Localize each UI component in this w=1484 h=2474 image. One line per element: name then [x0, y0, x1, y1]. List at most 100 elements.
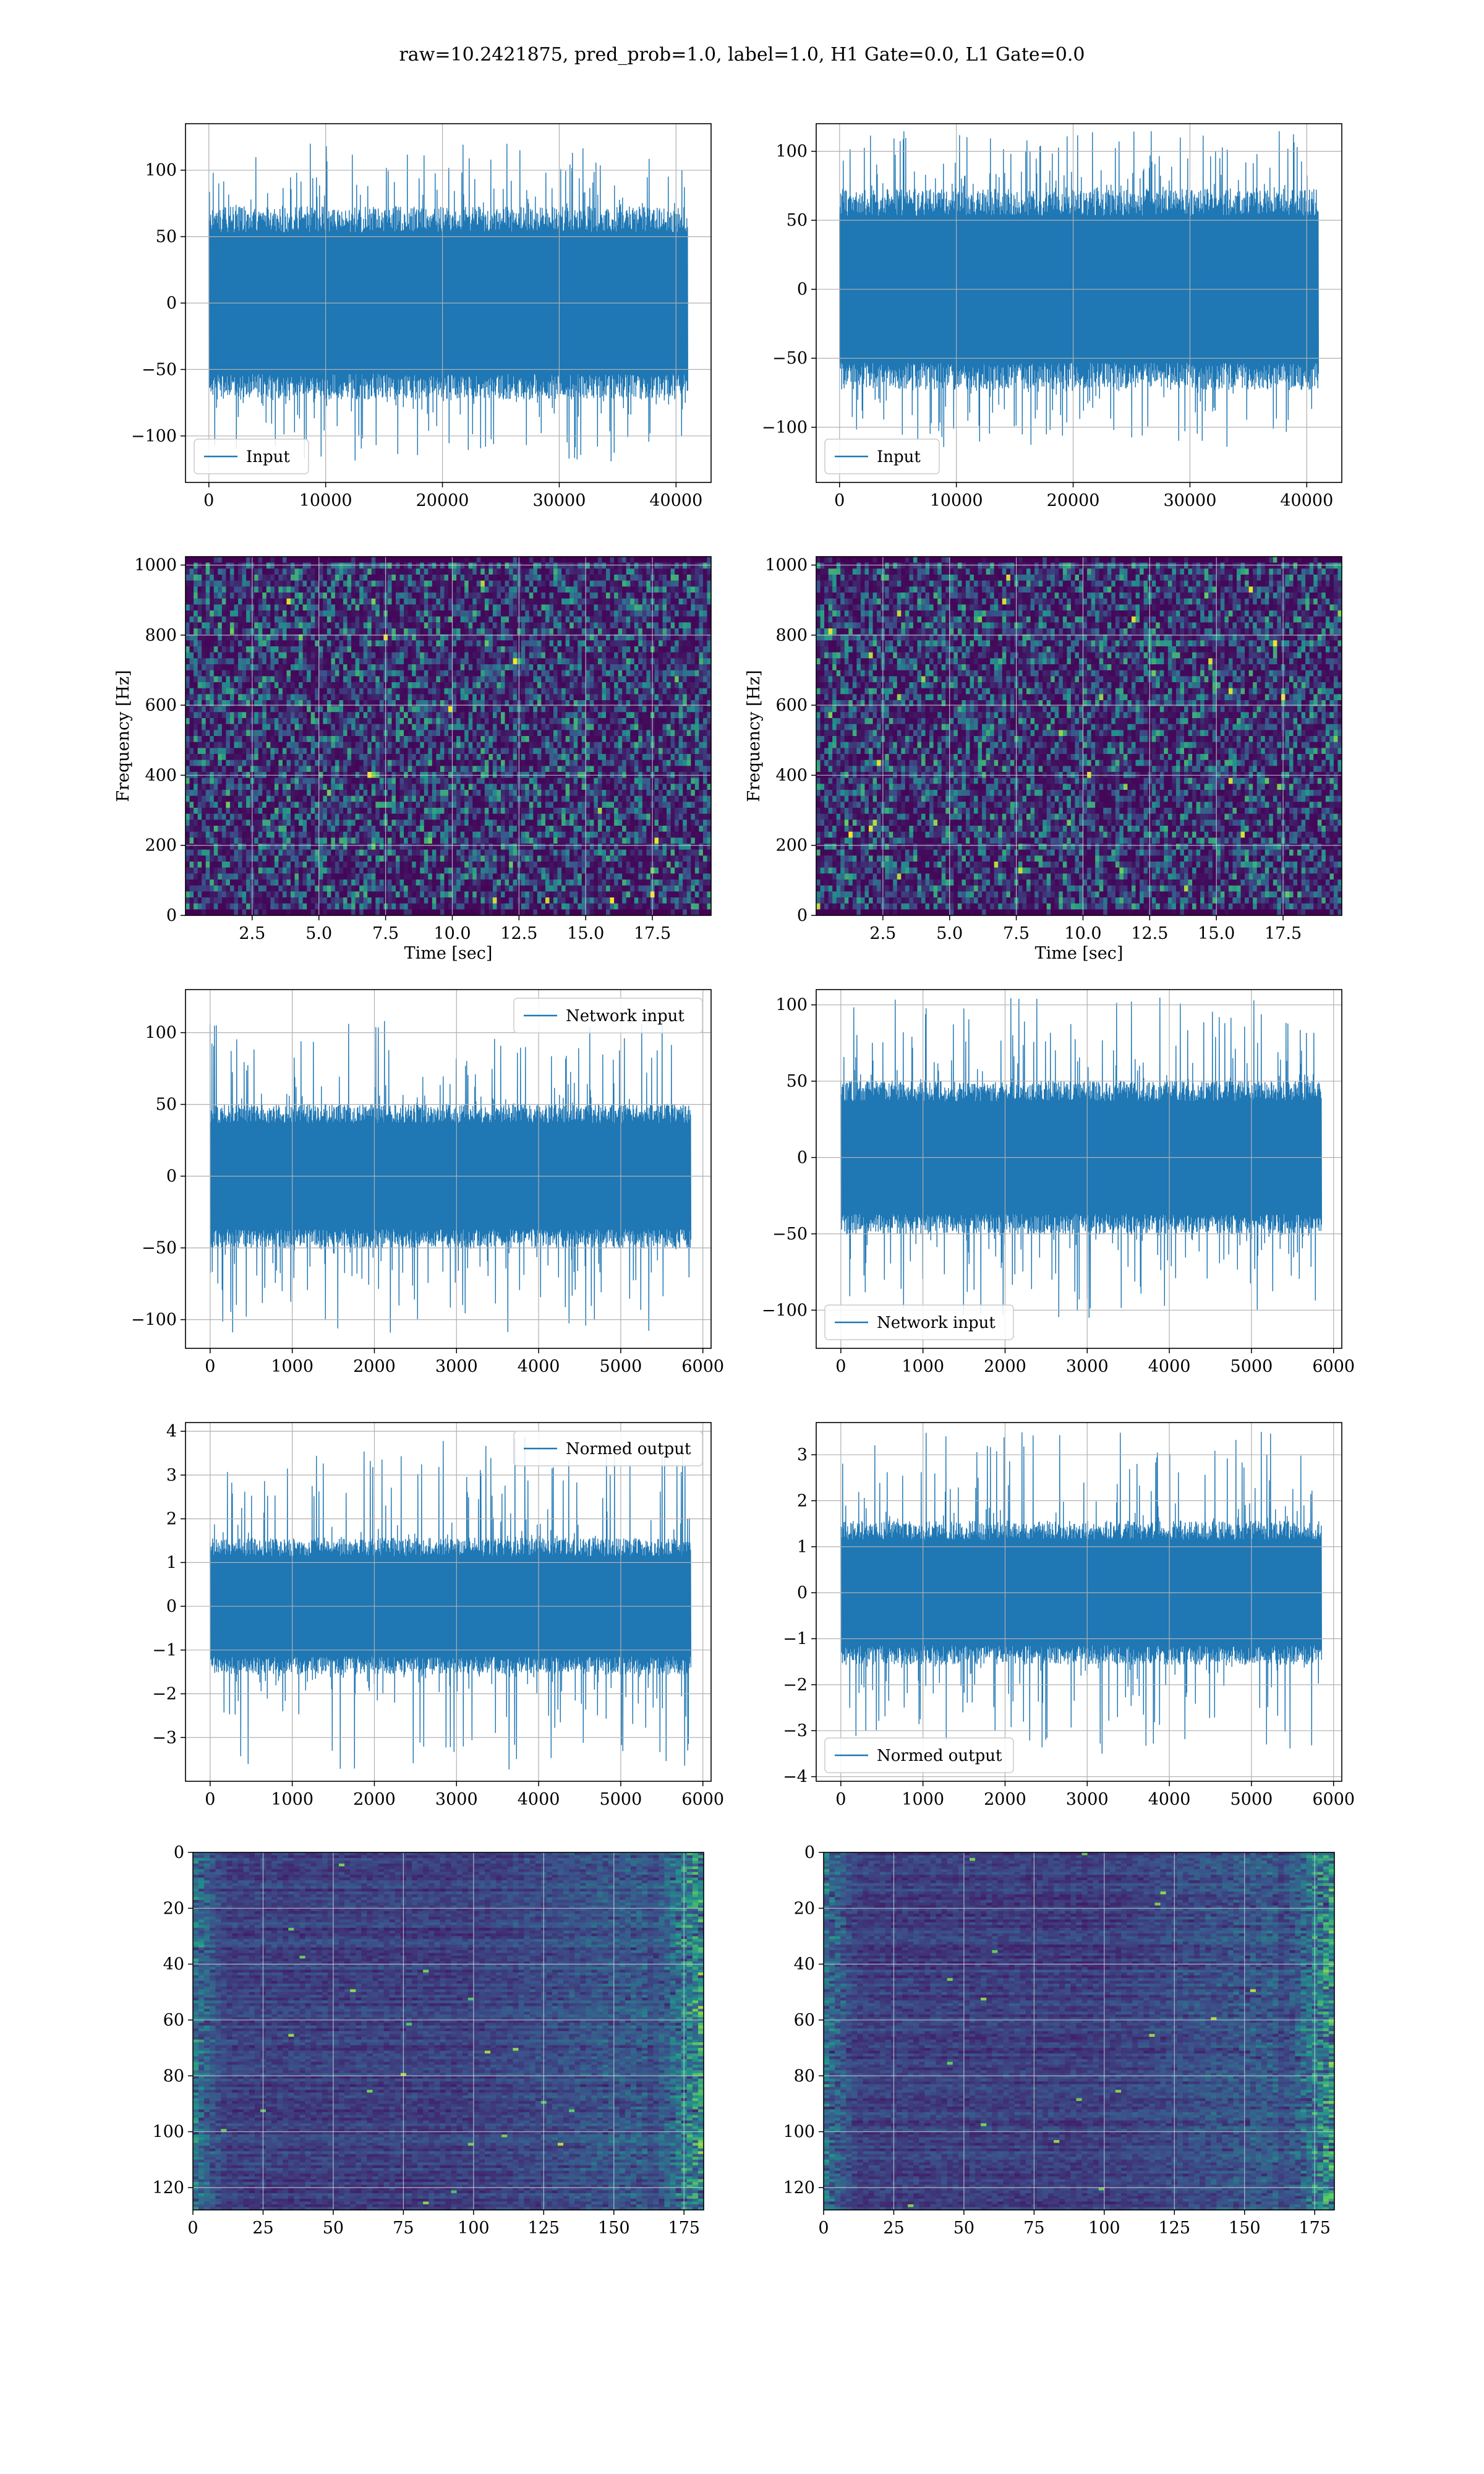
heatmap-cell — [286, 580, 291, 587]
heatmap-cell — [694, 646, 699, 653]
heatmap-cell — [505, 580, 510, 587]
heatmap-cell — [396, 688, 401, 695]
heatmap-cell — [565, 706, 570, 713]
heatmap-cell — [420, 616, 425, 623]
heatmap-cell — [407, 593, 412, 599]
heatmap-cell — [189, 712, 194, 719]
heatmap-cell — [404, 766, 409, 773]
heatmap-cell — [331, 628, 336, 635]
heatmap-cell — [634, 604, 639, 611]
heatmap-cell — [686, 652, 691, 659]
heatmap-cell — [472, 562, 477, 569]
heatmap-cell — [642, 610, 647, 617]
heatmap-cell — [404, 670, 409, 677]
heatmap-cell — [359, 616, 364, 623]
heatmap-cell — [452, 700, 457, 707]
heatmap-cell — [578, 568, 582, 575]
heatmap-cell — [533, 742, 538, 748]
heatmap-cell — [210, 586, 215, 593]
heatmap-cell — [533, 777, 538, 784]
heatmap-cell — [436, 748, 441, 755]
heatmap-cell — [610, 628, 615, 635]
heatmap-cell — [258, 742, 263, 748]
heatmap-cell — [335, 706, 340, 713]
heatmap-cell — [310, 736, 315, 743]
heatmap-cell — [347, 777, 352, 784]
heatmap-cell — [541, 616, 546, 623]
heatmap-cell — [509, 754, 514, 761]
heatmap-cell — [278, 754, 283, 761]
heatmap-cell — [258, 610, 263, 617]
heatmap-cell — [367, 634, 372, 641]
heatmap-cell — [630, 622, 635, 629]
heatmap-cell — [675, 694, 680, 701]
heatmap-cell — [597, 557, 603, 563]
heatmap-cell — [197, 688, 202, 695]
heatmap-cell — [326, 658, 331, 665]
heatmap-cell — [310, 593, 315, 599]
heatmap-cell — [464, 742, 469, 748]
heatmap-cell — [278, 562, 283, 569]
heatmap-cell — [597, 754, 603, 761]
heatmap-cell — [468, 628, 473, 635]
heatmap-cell — [420, 777, 425, 784]
heatmap-cell — [602, 575, 607, 581]
heatmap-cell — [387, 575, 393, 581]
heatmap-cell — [282, 766, 288, 773]
heatmap-cell — [189, 676, 194, 683]
heatmap-cell — [218, 766, 223, 773]
heatmap-cell — [642, 557, 647, 563]
heatmap-cell — [294, 562, 299, 569]
heatmap-cell — [387, 754, 393, 761]
heatmap-cell — [480, 575, 485, 581]
heatmap-cell — [642, 754, 647, 761]
heatmap-cell — [581, 777, 586, 784]
heatmap-cell — [291, 562, 296, 569]
heatmap-cell — [323, 760, 328, 766]
heatmap-cell — [699, 670, 704, 677]
heatmap-cell — [335, 670, 340, 677]
heatmap-cell — [351, 568, 356, 575]
heatmap-cell — [218, 622, 223, 629]
heatmap-cell — [262, 688, 267, 695]
heatmap-cell — [258, 712, 263, 719]
heatmap-cell — [339, 652, 344, 659]
heatmap-cell — [246, 640, 251, 647]
heatmap-cell — [299, 628, 304, 635]
heatmap-cell — [497, 586, 501, 593]
heatmap-cell — [310, 557, 315, 563]
heatmap-cell — [541, 754, 546, 761]
heatmap-cell — [278, 730, 283, 737]
heatmap-cell — [610, 622, 615, 629]
heatmap-cell — [557, 766, 562, 773]
heatmap-cell — [468, 754, 473, 761]
heatmap-cell — [448, 682, 453, 689]
heatmap-cell — [238, 730, 243, 737]
heatmap-cell — [359, 760, 364, 766]
heatmap-cell — [509, 736, 514, 743]
heatmap-cell — [659, 700, 663, 707]
heatmap-cell — [614, 598, 619, 605]
heatmap-cell — [678, 568, 683, 575]
heatmap-cell — [707, 700, 711, 707]
heatmap-cell — [670, 712, 675, 719]
heatmap-cell — [363, 748, 368, 755]
heatmap-cell — [371, 688, 376, 695]
heatmap-cell — [667, 742, 672, 748]
heatmap-cell — [606, 568, 611, 575]
heatmap-cell — [291, 712, 296, 719]
heatmap-cell — [278, 694, 283, 701]
heatmap-cell — [226, 777, 231, 784]
heatmap-cell — [254, 580, 259, 587]
heatmap-cell — [521, 718, 526, 725]
heatmap-cell — [492, 586, 498, 593]
heatmap-cell — [594, 718, 599, 725]
heatmap-cell — [513, 580, 518, 587]
heatmap-cell — [359, 664, 364, 671]
heatmap-cell — [561, 736, 566, 743]
heatmap-cell — [424, 586, 429, 593]
heatmap-cell — [412, 688, 417, 695]
heatmap-cell — [602, 682, 607, 689]
heatmap-cell — [299, 593, 304, 599]
heatmap-cell — [468, 700, 473, 707]
